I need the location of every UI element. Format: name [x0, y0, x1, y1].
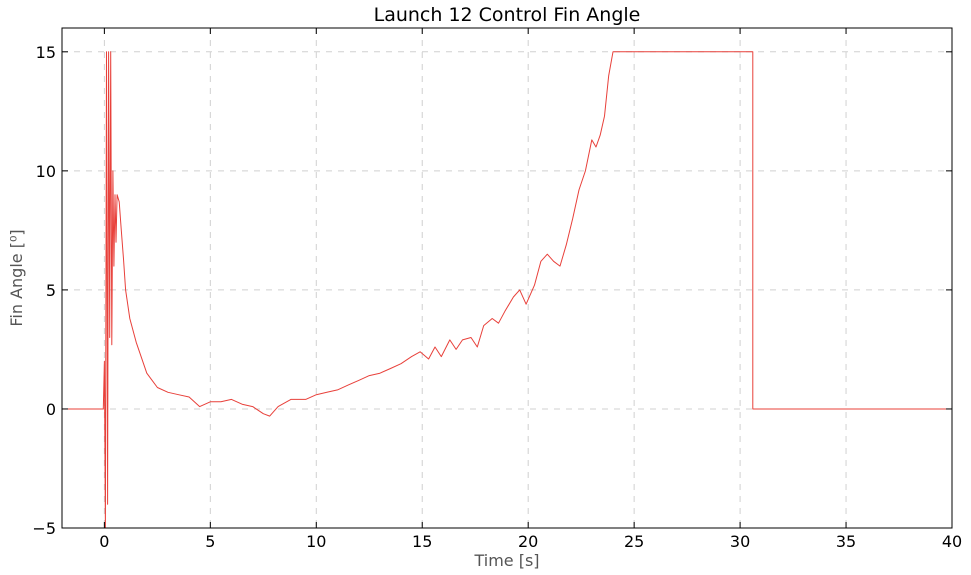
plot-area — [62, 51, 952, 528]
y-tick-label: −5 — [32, 519, 56, 538]
axis-ticks: 0 5 10 15 20 25 30 35 40 −5 0 5 10 15 — [32, 28, 962, 551]
x-tick-label: 35 — [836, 532, 856, 551]
y-tick-label: 5 — [46, 281, 56, 300]
y-axis-label: Fin Angle [⁰] — [7, 229, 26, 326]
x-tick-label: 30 — [730, 532, 750, 551]
grid — [62, 28, 952, 528]
x-tick-label: 15 — [412, 532, 432, 551]
y-tick-label: 15 — [36, 43, 56, 62]
x-tick-label: 40 — [942, 532, 962, 551]
axes-frame — [61, 27, 953, 529]
x-tick-label: 5 — [205, 532, 215, 551]
x-tick-label: 20 — [518, 532, 538, 551]
x-tick-label: 25 — [624, 532, 644, 551]
y-tick-label: 0 — [46, 400, 56, 419]
x-tick-label: 10 — [306, 532, 326, 551]
x-axis-label: Time [s] — [473, 551, 539, 570]
chart-title: Launch 12 Control Fin Angle — [374, 4, 641, 26]
series-line-0 — [62, 51, 952, 528]
x-tick-label: 0 — [99, 532, 109, 551]
y-tick-label: 10 — [36, 162, 56, 181]
